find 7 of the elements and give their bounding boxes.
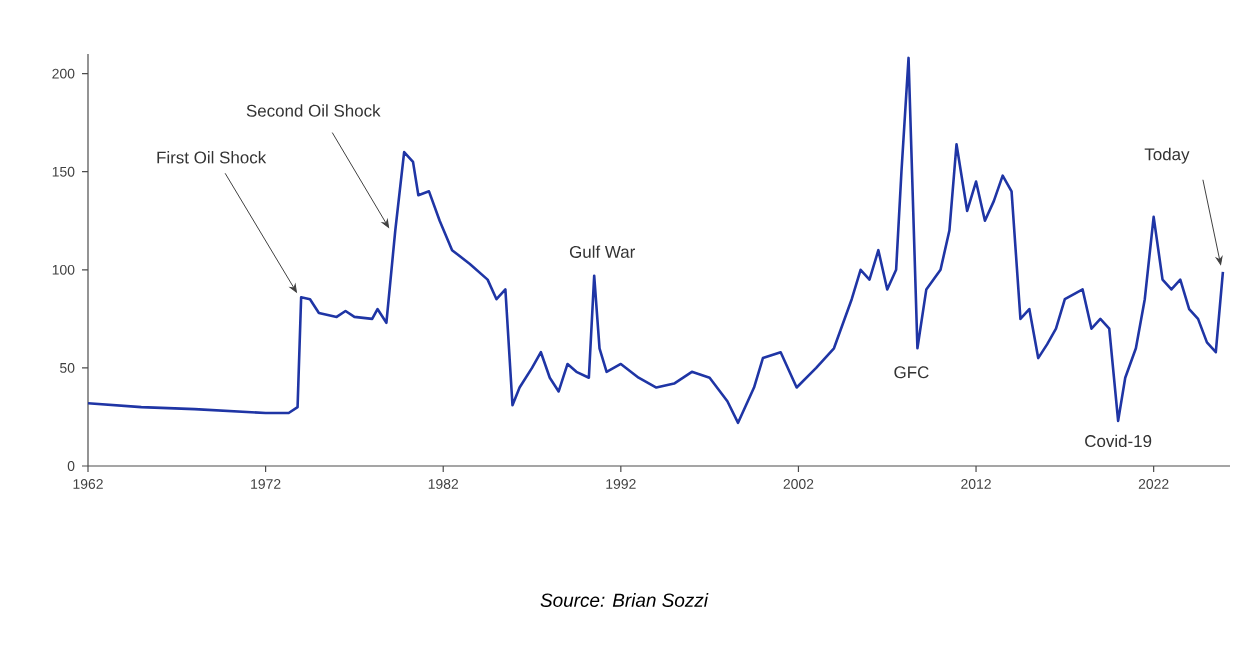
annotation: Second Oil Shock [246,104,381,117]
annotation: Covid-19 [1085,434,1152,448]
annotation: GFC [894,366,929,379]
annotation: First Oil Shock [157,151,267,164]
annotation: Today [1144,147,1190,164]
annotation: Gulf War [569,245,635,258]
source-note: Source: Brian Sozzi [540,593,709,607]
